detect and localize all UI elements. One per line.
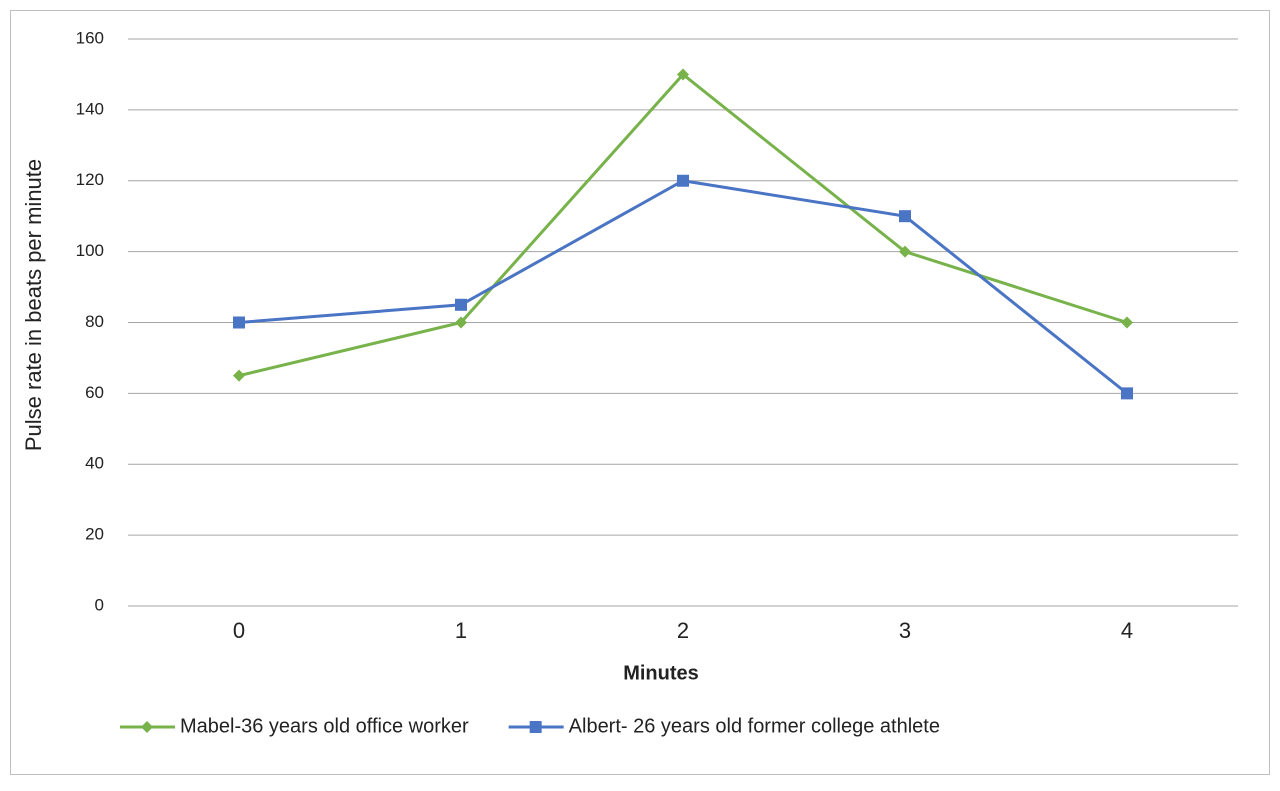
y-tick-label: 0 (95, 595, 104, 614)
x-axis-title: Minutes (623, 662, 699, 684)
data-point (677, 174, 689, 187)
data-point (899, 210, 911, 223)
data-point (677, 68, 689, 81)
legend-marker (141, 721, 153, 733)
chart-border (10, 10, 1270, 775)
y-tick-label: 160 (76, 28, 104, 47)
x-tick-label: 0 (233, 618, 245, 643)
data-point (455, 316, 467, 329)
y-tick-label: 120 (76, 170, 104, 189)
y-tick-label: 60 (85, 383, 104, 402)
y-tick-label: 40 (85, 454, 104, 473)
x-tick-label: 2 (677, 618, 689, 643)
data-point (1121, 387, 1133, 400)
y-tick-label: 80 (85, 312, 104, 331)
data-point (1121, 316, 1133, 329)
x-tick-label: 3 (899, 618, 911, 643)
data-point (899, 245, 911, 258)
data-point (233, 369, 245, 382)
y-tick-label: 140 (76, 99, 104, 118)
legend-label: Mabel-36 years old office worker (180, 715, 469, 737)
x-tick-label: 1 (455, 618, 467, 643)
data-point (455, 298, 467, 311)
data-point (233, 316, 245, 329)
y-axis-title: Pulse rate in beats per minute (21, 159, 46, 451)
y-tick-label: 20 (85, 525, 104, 544)
y-tick-label: 100 (76, 241, 104, 260)
legend-label: Albert- 26 years old former college athl… (569, 715, 940, 737)
legend-marker (529, 721, 542, 733)
x-tick-label: 4 (1121, 618, 1133, 643)
